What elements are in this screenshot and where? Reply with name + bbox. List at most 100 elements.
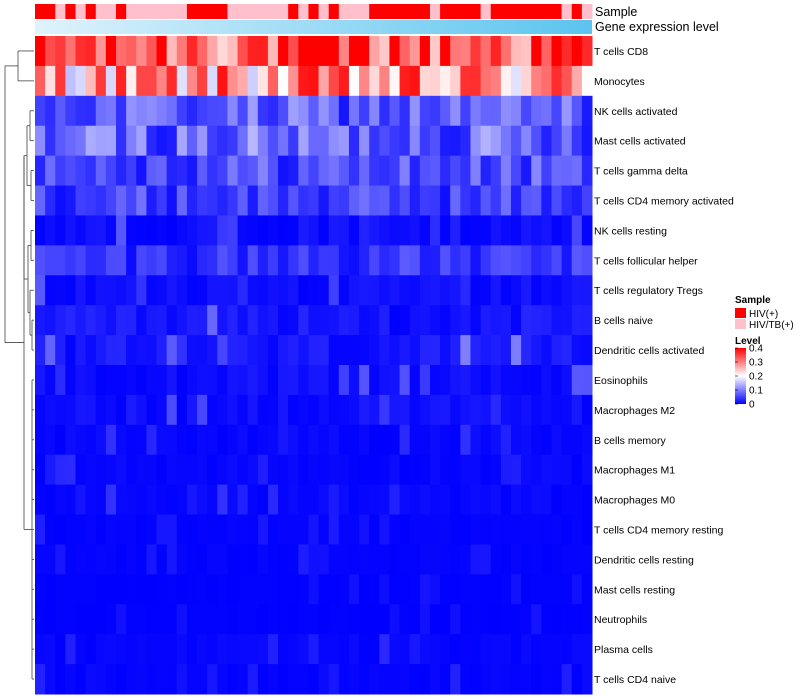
heatmap-cell — [409, 215, 421, 246]
heatmap-cell — [247, 305, 259, 336]
heatmap-cell — [65, 335, 77, 366]
heatmap-cell — [480, 65, 492, 97]
heatmap-cell — [267, 664, 279, 695]
heatmap-cell — [267, 365, 279, 396]
heatmap-cell — [186, 424, 198, 456]
sample-annotation-cell — [409, 4, 421, 19]
heatmap-cell — [247, 514, 259, 545]
heatmap-cell — [166, 215, 178, 246]
heatmap-cell — [308, 424, 320, 456]
heatmap-cell — [521, 245, 532, 276]
heatmap-cell — [45, 305, 56, 336]
heatmap-cell — [399, 125, 411, 157]
heatmap-cell — [278, 574, 289, 605]
heatmap-cell — [318, 634, 330, 665]
heatmap-cell — [207, 215, 218, 246]
heatmap-cell — [359, 514, 370, 545]
heatmap-cell — [197, 394, 208, 426]
heatmap-cell — [399, 305, 411, 336]
heatmap-cell — [490, 394, 502, 426]
heatmap-cell — [571, 335, 583, 366]
heatmap-cell — [541, 65, 552, 97]
heatmap-cell — [146, 394, 158, 426]
heatmap-cell — [298, 65, 309, 97]
heatmap-cell — [379, 335, 390, 366]
heatmap-cell — [136, 574, 147, 605]
heatmap-cell — [247, 125, 259, 157]
heatmap-cell — [480, 335, 492, 366]
heatmap-cell — [45, 664, 56, 695]
heatmap-cell — [288, 514, 299, 545]
heatmap-cell — [581, 454, 593, 486]
heatmap-cell — [288, 65, 299, 97]
heatmap-cell — [116, 424, 127, 456]
heatmap-cell — [308, 394, 320, 426]
heatmap-cell — [95, 514, 107, 545]
heatmap-cell — [288, 215, 299, 246]
heatmap-cell — [55, 275, 66, 306]
heatmap-cell — [338, 454, 350, 486]
heatmap-cell — [237, 245, 249, 276]
heatmap-cell — [116, 574, 127, 605]
heatmap-cell — [510, 365, 522, 396]
heatmap-cell — [197, 484, 208, 516]
heatmap-cell — [95, 215, 107, 246]
heatmap-cell — [136, 305, 147, 336]
heatmap-cell — [541, 305, 552, 336]
heatmap-cell — [318, 365, 330, 396]
legend-level-title: Level — [735, 336, 761, 347]
heatmap-cell — [450, 604, 461, 635]
heatmap-cell — [429, 664, 441, 695]
heatmap-cell — [45, 185, 56, 216]
heatmap-cell — [257, 424, 269, 456]
heatmap-cell — [541, 95, 552, 127]
heatmap-cell — [288, 634, 299, 665]
heatmap-cell — [156, 424, 168, 456]
heatmap-cell — [217, 335, 228, 366]
heatmap-cell — [359, 604, 370, 635]
heatmap-cell — [369, 544, 380, 575]
heatmap-cell — [531, 454, 542, 486]
heatmap-cell — [510, 215, 522, 246]
heatmap-cell — [359, 36, 370, 67]
heatmap-cell — [75, 544, 87, 575]
heatmap-cell — [581, 36, 593, 67]
heatmap-cell — [55, 215, 66, 246]
row-label: T cells CD4 memory activated — [594, 196, 734, 208]
heatmap-cell — [217, 65, 228, 97]
heatmap-cell — [298, 365, 309, 396]
heatmap-cell — [510, 36, 522, 67]
heatmap-cell — [156, 454, 168, 486]
heatmap-cell — [531, 125, 542, 157]
sample-annotation-cell — [166, 4, 178, 19]
heatmap-cell — [105, 514, 117, 545]
heatmap-cell — [480, 155, 492, 187]
sample-annotation-cell — [156, 4, 168, 19]
row-label: B cells naive — [594, 315, 653, 327]
heatmap-cell — [470, 484, 482, 516]
heatmap-cell — [186, 36, 198, 67]
heatmap-cell — [419, 95, 431, 127]
heatmap-cell — [116, 275, 127, 306]
sample-annotation-cell — [207, 4, 218, 19]
heatmap-cell — [521, 125, 532, 157]
heatmap-cell — [561, 275, 573, 306]
heatmap-cell — [490, 514, 502, 545]
heatmap-cell — [328, 365, 340, 396]
heatmap-cell — [541, 484, 552, 516]
heatmap-cell — [389, 65, 401, 97]
heatmap-cell — [369, 95, 380, 127]
heatmap-cell — [581, 544, 593, 575]
heatmap-cell — [460, 215, 471, 246]
heatmap-cell — [156, 604, 168, 635]
heatmap-cell — [116, 36, 127, 67]
heatmap-cell — [35, 454, 46, 486]
heatmap-cell — [35, 305, 46, 336]
row-label: T cells regulatory Tregs — [594, 285, 703, 297]
heatmap-cell — [85, 155, 97, 187]
heatmap-cell — [409, 95, 421, 127]
heatmap-cell — [531, 155, 542, 187]
heatmap-cell — [247, 574, 259, 605]
heatmap-cell — [227, 305, 239, 336]
heatmap-cell — [267, 95, 279, 127]
